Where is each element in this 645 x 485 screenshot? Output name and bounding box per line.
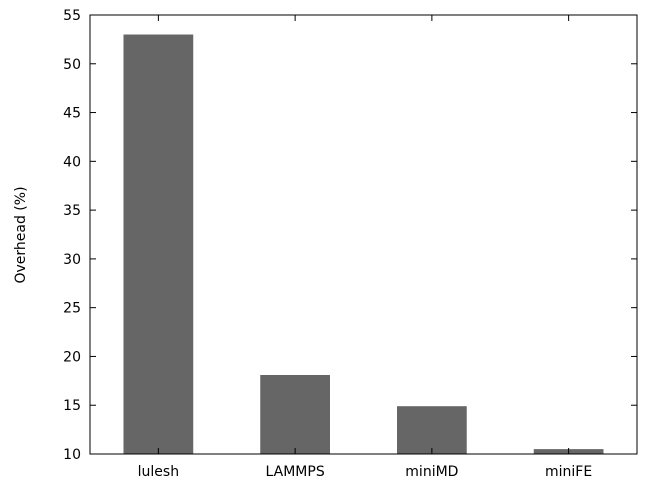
y-tick-label: 25 <box>63 301 81 317</box>
x-tick-label-minife: miniFE <box>545 464 592 480</box>
bars-group <box>123 34 604 454</box>
y-axis-ticks: 10 15 20 25 30 35 40 45 50 55 <box>63 8 637 463</box>
x-axis-ticks: lulesh LAMMPS miniMD miniFE <box>138 15 592 480</box>
bar-lammps <box>260 374 330 454</box>
x-tick-label-lammps: LAMMPS <box>266 464 325 480</box>
x-tick-label-lulesh: lulesh <box>138 464 179 480</box>
y-tick-label: 55 <box>63 8 81 24</box>
y-tick-label: 15 <box>63 398 81 414</box>
bar-minimd <box>397 406 467 454</box>
y-tick-label: 40 <box>63 154 81 170</box>
x-tick-label-minimd: miniMD <box>405 464 458 480</box>
y-tick-label: 10 <box>63 447 81 463</box>
plot-frame <box>89 14 638 455</box>
y-axis-label: Overhead (%) <box>13 186 29 283</box>
y-tick-label: 45 <box>63 106 81 122</box>
y-tick-label: 35 <box>63 203 81 219</box>
y-tick-label: 50 <box>63 57 81 73</box>
y-tick-label: 30 <box>63 252 81 268</box>
bar-lulesh <box>123 34 194 454</box>
y-tick-label: 20 <box>63 349 81 365</box>
